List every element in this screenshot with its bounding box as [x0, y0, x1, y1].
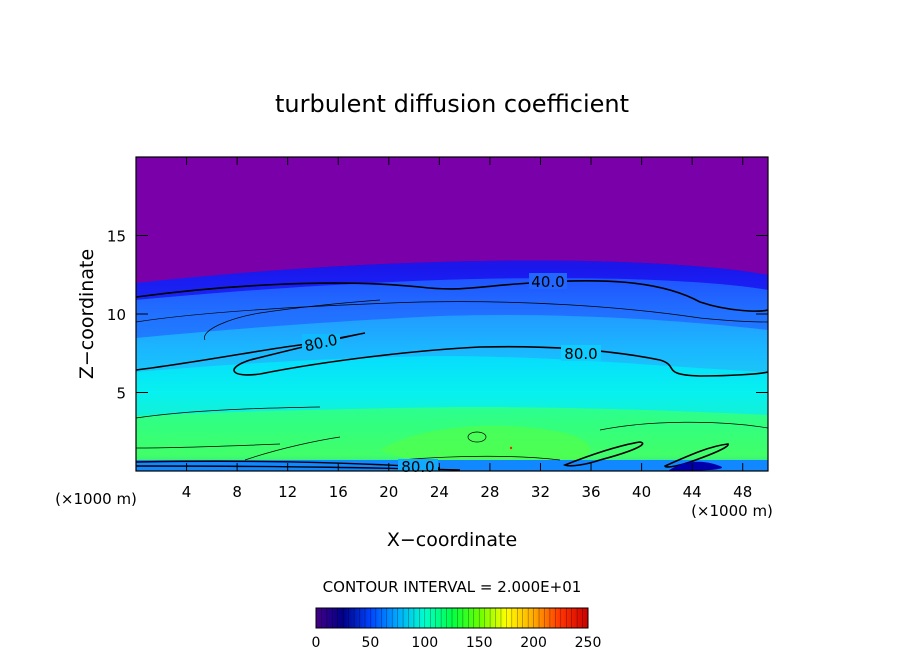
label-bg-3	[561, 345, 601, 361]
surface-blue-layer	[136, 460, 768, 471]
x-tick-label: 8	[232, 483, 242, 501]
contour-40	[136, 279, 768, 312]
x-tick-label: 4	[182, 483, 192, 501]
dark-blue-band	[136, 260, 768, 300]
colorbar: 0 50 100 150 200 250	[312, 607, 602, 651]
y-axis-label: Z−coordinate	[76, 249, 98, 379]
x-tick-label: 44	[683, 483, 702, 501]
x-unit-right: (×1000 m)	[691, 502, 773, 520]
contour-interval-text: CONTOUR INTERVAL = 2.000E+01	[323, 578, 582, 596]
contour-label-40: 40.0	[531, 273, 564, 291]
contour-label-80-b: 80.0	[564, 345, 597, 363]
x-tick-label: 16	[329, 483, 348, 501]
x-tick-label: 32	[531, 483, 550, 501]
contour-label-80-c: 80.0	[401, 458, 434, 476]
colorbar-ticks: 0 50 100 150 200 250	[312, 635, 602, 651]
dark-blue-pocket	[668, 461, 722, 471]
x-tick-label: 12	[278, 483, 297, 501]
blue-band	[136, 278, 768, 338]
contour-thin-5	[399, 421, 768, 461]
x-axis-label: X−coordinate	[387, 529, 517, 551]
x-tick-label: 36	[581, 483, 600, 501]
colorbar-tick-label: 250	[575, 635, 602, 651]
x-tick-label: 40	[632, 483, 651, 501]
contour-80-right-1	[562, 441, 644, 467]
plot-area	[136, 157, 768, 471]
chart-title: turbulent diffusion coefficient	[275, 90, 629, 118]
y-tick-label: 5	[116, 385, 126, 403]
x-unit-left: (×1000 m)	[55, 490, 137, 508]
y-tick-label: 10	[107, 306, 126, 324]
contour-80-right-2	[664, 443, 729, 468]
label-bg-4	[398, 459, 438, 471]
y-tick-label: 15	[107, 228, 126, 246]
colorbar-stripes	[321, 608, 583, 628]
top-layer-region	[136, 157, 768, 283]
cyan-band	[136, 356, 768, 416]
colorbar-tick-label: 50	[361, 635, 379, 651]
contour-thin-3	[136, 406, 321, 419]
label-bg-2	[302, 334, 340, 350]
colorbar-tick-label: 0	[312, 635, 321, 651]
label-bg-1	[529, 273, 567, 289]
y-axis: 5 10 15	[107, 228, 768, 403]
contour-small-loop	[467, 431, 487, 443]
x-axis: 4 8 12 16 20 24 28 32 36 40 44 48	[182, 157, 752, 501]
colorbar-tick-label: 200	[520, 635, 547, 651]
x-tick-label: 28	[480, 483, 499, 501]
red-point	[509, 446, 513, 450]
x-tick-label: 20	[379, 483, 398, 501]
contour-thin-2	[204, 299, 381, 341]
light-blue-band	[136, 314, 768, 372]
colorbar-tick-label: 150	[466, 635, 493, 651]
contour-thin-4	[136, 436, 341, 461]
colorbar-tick-label: 100	[411, 635, 438, 651]
contour-labels: 40.0 80.0 80.0 80.0	[302, 273, 601, 476]
x-tick-label: 24	[430, 483, 449, 501]
contour-thin-1	[136, 301, 768, 323]
x-tick-label: 48	[733, 483, 752, 501]
bright-green-core	[380, 425, 590, 468]
